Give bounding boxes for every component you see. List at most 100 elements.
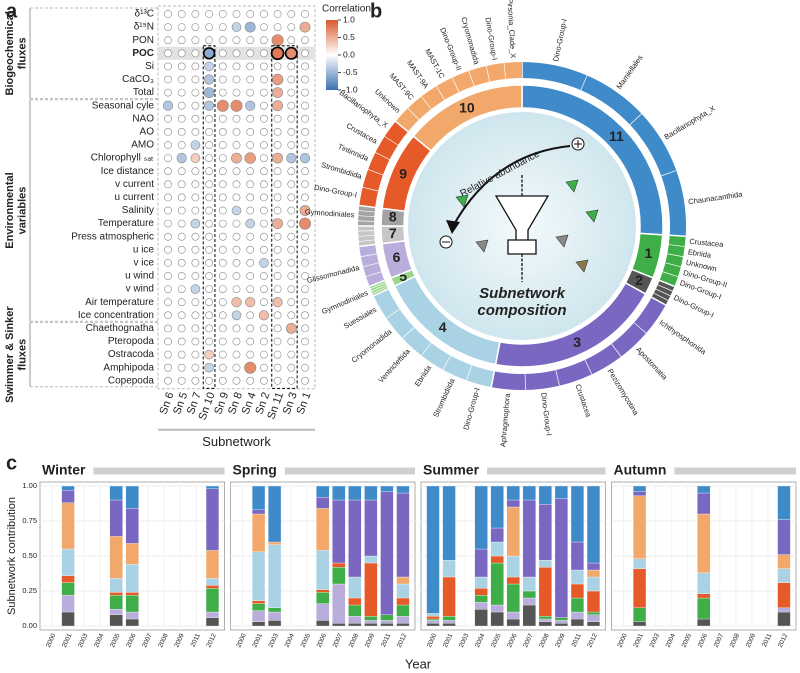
correlation-dot xyxy=(272,100,283,112)
bar-segment xyxy=(522,499,536,578)
correlation-dot xyxy=(205,324,213,333)
bar-segment xyxy=(777,568,791,583)
correlation-dot xyxy=(205,272,213,280)
correlation-dot xyxy=(231,152,242,164)
correlation-dot xyxy=(273,272,282,280)
correlation-dot xyxy=(177,258,186,267)
correlation-dot xyxy=(301,298,309,307)
correlation-dot xyxy=(164,363,172,372)
bar-segment xyxy=(586,621,601,627)
bar-segment xyxy=(490,527,504,543)
ring-divider xyxy=(451,77,460,93)
x-tick-label: 2005 xyxy=(681,632,694,648)
inner-ring-segment xyxy=(412,84,523,152)
bar-segment xyxy=(506,485,520,501)
correlation-dot xyxy=(164,206,172,215)
correlation-dot xyxy=(273,285,282,293)
correlation-dot xyxy=(271,34,284,47)
correlation-dot xyxy=(287,62,296,71)
subnetwork-number: 1 xyxy=(644,245,652,261)
x-tick-label: 2005 xyxy=(109,632,122,648)
facet-title: Spring xyxy=(233,462,277,478)
row-label: v wind xyxy=(126,284,154,295)
correlation-dot xyxy=(273,180,282,189)
bar-segment xyxy=(380,623,394,627)
correlation-dot xyxy=(191,206,200,215)
correlation-dot xyxy=(191,49,200,58)
correlation-dot xyxy=(218,62,227,71)
correlation-dot xyxy=(218,272,227,280)
ring-divider xyxy=(369,279,385,288)
correlation-dot xyxy=(164,376,172,385)
row-label: PON xyxy=(132,35,154,46)
bar-segment xyxy=(474,588,488,596)
row-label: Amphipoda xyxy=(103,362,154,373)
x-tick-label: 2001 xyxy=(61,632,74,648)
correlation-dot xyxy=(164,258,172,267)
correlation-dot xyxy=(205,206,213,215)
x-tick-label: 2012 xyxy=(205,632,218,648)
x-tick-label: 2000 xyxy=(235,632,248,648)
correlation-dot xyxy=(218,285,227,293)
ring-divider xyxy=(661,170,677,177)
correlation-dot xyxy=(299,153,311,164)
correlation-dot xyxy=(191,337,200,346)
x-tick-label: 2001 xyxy=(251,632,264,648)
correlation-dot xyxy=(299,21,311,33)
correlation-dot xyxy=(164,36,172,45)
facet-title: Autumn xyxy=(614,462,667,478)
correlation-dot xyxy=(272,218,283,229)
bar-segment xyxy=(205,588,220,613)
bar-segment xyxy=(777,554,791,569)
correlation-dot xyxy=(218,36,227,45)
plankton-icon xyxy=(555,234,569,248)
row-label: Chaethognatha xyxy=(86,323,155,334)
ring-divider xyxy=(373,288,389,297)
correlation-dot xyxy=(273,324,282,333)
taxon-label: Pirsonia_Clade_X xyxy=(505,0,517,58)
correlation-dot xyxy=(164,114,172,123)
correlation-dot xyxy=(205,167,213,176)
correlation-dot xyxy=(177,245,186,254)
correlation-dot xyxy=(287,88,296,97)
bar-segment xyxy=(586,562,601,571)
bar-segment xyxy=(332,562,346,568)
bar-segment xyxy=(251,603,266,611)
ring-divider xyxy=(358,210,375,213)
correlation-dot xyxy=(259,232,268,241)
correlation-dot xyxy=(164,75,172,84)
correlation-dot xyxy=(287,193,296,202)
ring-divider xyxy=(358,239,375,242)
correlation-dot xyxy=(246,376,255,385)
x-tick-label: 2007 xyxy=(332,632,345,648)
correlation-dot xyxy=(177,232,186,241)
bar-segment xyxy=(268,607,282,613)
correlation-dot xyxy=(232,114,241,123)
bar-segment xyxy=(633,558,647,569)
correlation-dot xyxy=(218,337,227,346)
bar-segment xyxy=(316,550,330,590)
correlation-dot xyxy=(246,337,255,346)
correlation-dot xyxy=(218,324,227,333)
correlation-dot xyxy=(232,88,241,97)
correlation-dot xyxy=(246,62,255,71)
outer-ring-segment xyxy=(359,121,408,208)
x-tick-label: 2006 xyxy=(697,632,710,648)
correlation-dot xyxy=(231,297,242,308)
ring-divider xyxy=(407,107,420,120)
correlation-dot xyxy=(273,311,282,320)
correlation-dot xyxy=(301,36,309,45)
x-axis-title: Year xyxy=(405,656,432,671)
correlation-dot xyxy=(164,10,172,18)
x-tick-label: 2008 xyxy=(538,632,551,648)
bar-segment xyxy=(586,485,601,564)
correlation-dot xyxy=(301,49,309,58)
correlation-dot xyxy=(246,311,255,320)
correlation-dot xyxy=(218,298,227,307)
correlation-dot xyxy=(191,62,200,71)
ring-divider xyxy=(442,355,452,370)
ring-divider xyxy=(436,85,445,100)
correlation-dot xyxy=(301,10,309,18)
bar-segment xyxy=(316,592,330,604)
bar-segment xyxy=(426,616,440,620)
